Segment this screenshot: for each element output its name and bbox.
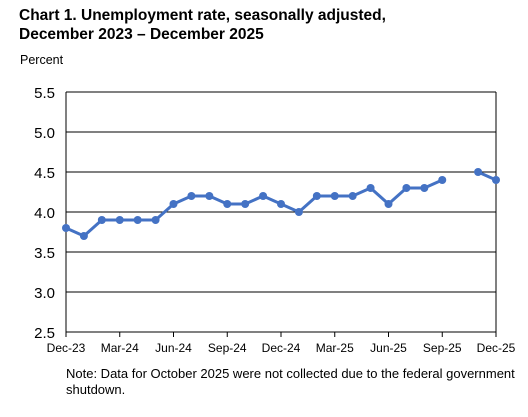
x-tick-label: Mar-24 [101, 341, 139, 355]
data-point [384, 200, 393, 208]
x-tick-label: Mar-25 [316, 341, 354, 355]
chart-title-line1: Chart 1. Unemployment rate, seasonally a… [19, 7, 386, 24]
data-point [133, 216, 142, 224]
data-point [97, 216, 106, 224]
data-point [259, 192, 268, 200]
y-tick-label: 2.5 [34, 325, 55, 342]
data-point [277, 200, 285, 208]
y-tick-label: 3.5 [34, 245, 55, 262]
x-tick-label: Sep-25 [423, 341, 462, 355]
y-tick-label: 3.0 [34, 285, 55, 302]
data-point [330, 192, 339, 200]
data-point [294, 208, 303, 216]
data-point [492, 176, 500, 184]
x-tick-label: Jun-24 [155, 341, 192, 355]
x-tick-label: Dec-25 [477, 341, 516, 355]
y-tick-label: 4.0 [34, 205, 55, 222]
data-point [115, 216, 124, 224]
data-point [348, 192, 357, 200]
data-point [187, 192, 196, 200]
data-point [62, 224, 70, 232]
chart-note: Note: Data for October 2025 were not col… [66, 366, 515, 397]
y-axis-label: Percent [20, 53, 64, 67]
data-point [474, 168, 483, 176]
data-point [312, 192, 321, 200]
y-tick-label: 5.0 [34, 125, 55, 142]
x-tick-label: Jun-25 [370, 341, 407, 355]
data-point [223, 200, 232, 208]
y-tick-label: 5.5 [34, 85, 55, 102]
data-point [169, 200, 178, 208]
chart-title-line2: December 2023 – December 2025 [19, 26, 264, 43]
data-point [205, 192, 214, 200]
x-tick-label: Sep-24 [208, 341, 247, 355]
data-point [79, 232, 88, 240]
chart-title: Chart 1. Unemployment rate, seasonally a… [19, 6, 519, 44]
data-point [420, 184, 429, 192]
x-tick-label: Dec-24 [262, 341, 301, 355]
data-point [241, 200, 250, 208]
y-tick-label: 4.5 [34, 165, 55, 182]
data-point [438, 176, 447, 184]
data-point [151, 216, 160, 224]
series-line [65, 178, 443, 238]
data-point [402, 184, 411, 192]
x-tick-label: Dec-23 [47, 341, 86, 355]
data-point [366, 184, 375, 192]
